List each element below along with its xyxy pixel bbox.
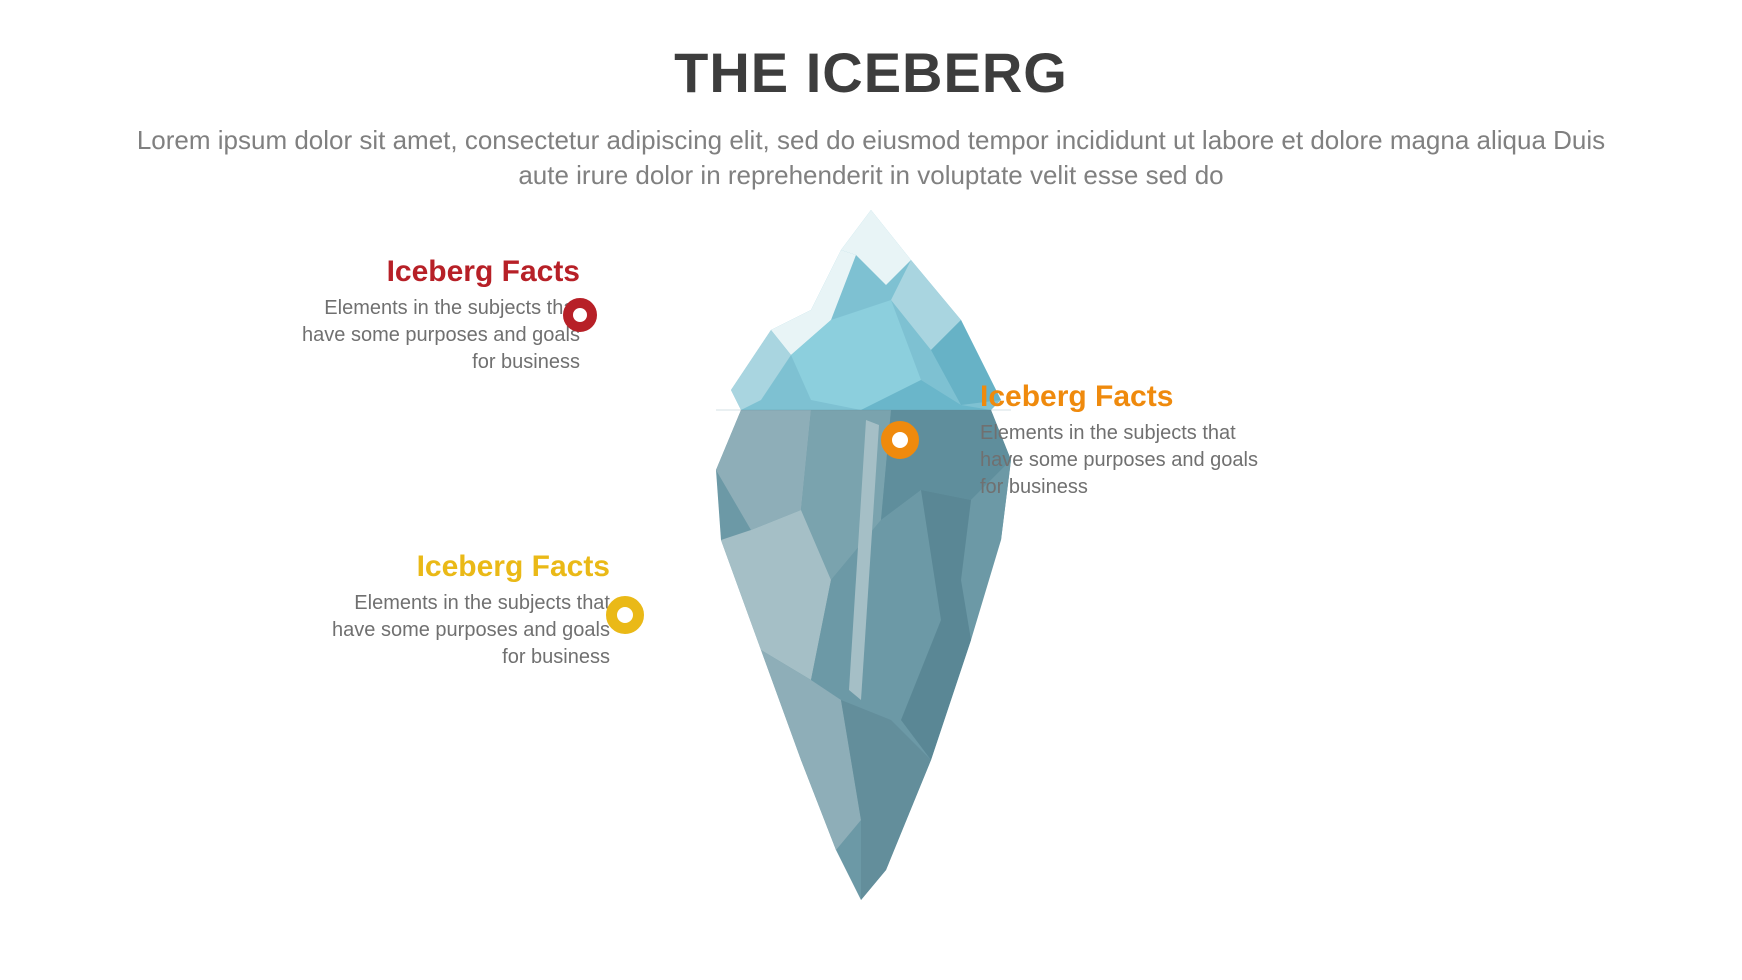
- callout-1: Iceberg Facts Elements in the subjects t…: [280, 255, 580, 376]
- callout-3-title: Iceberg Facts: [310, 550, 610, 584]
- callout-2-desc: Elements in the subjects that have some …: [980, 420, 1280, 501]
- callout-3: Iceberg Facts Elements in the subjects t…: [310, 550, 610, 671]
- callout-2-title: Iceberg Facts: [980, 380, 1280, 414]
- iceberg-icon: [661, 200, 1081, 900]
- page-title: THE ICEBERG: [0, 40, 1742, 105]
- iceberg-below: [716, 410, 1011, 900]
- page-subtitle: Lorem ipsum dolor sit amet, consectetur …: [121, 123, 1621, 193]
- iceberg-above: [731, 210, 1001, 410]
- callout-1-desc: Elements in the subjects that have some …: [280, 295, 580, 376]
- callout-3-desc: Elements in the subjects that have some …: [310, 590, 610, 671]
- callout-1-title: Iceberg Facts: [280, 255, 580, 289]
- marker-2: [881, 421, 919, 459]
- marker-3: [606, 596, 644, 634]
- callout-2: Iceberg Facts Elements in the subjects t…: [980, 380, 1280, 501]
- diagram-stage: Iceberg Facts Elements in the subjects t…: [0, 200, 1742, 980]
- marker-1: [563, 298, 597, 332]
- header: THE ICEBERG Lorem ipsum dolor sit amet, …: [0, 0, 1742, 193]
